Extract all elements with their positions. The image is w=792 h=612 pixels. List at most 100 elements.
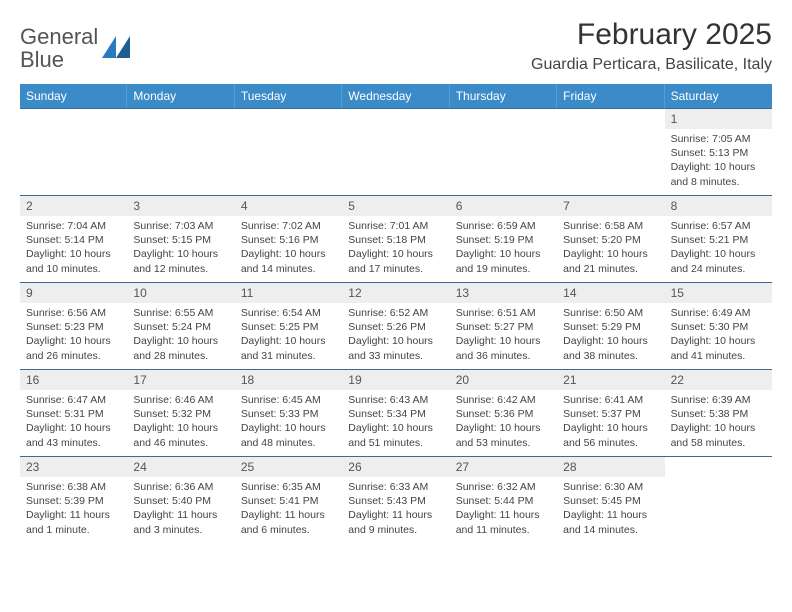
brand-mark-icon <box>102 36 130 63</box>
day-cell <box>665 457 772 543</box>
sunrise-text: Sunrise: 7:03 AM <box>133 219 228 233</box>
day-body: Sunrise: 7:01 AMSunset: 5:18 PMDaylight:… <box>342 216 449 280</box>
sunset-text: Sunset: 5:23 PM <box>26 320 121 334</box>
day-cell: 18Sunrise: 6:45 AMSunset: 5:33 PMDayligh… <box>235 370 342 456</box>
day-body: Sunrise: 6:59 AMSunset: 5:19 PMDaylight:… <box>450 216 557 280</box>
day-number: 10 <box>127 283 234 303</box>
day-body: Sunrise: 7:04 AMSunset: 5:14 PMDaylight:… <box>20 216 127 280</box>
day-body: Sunrise: 7:05 AMSunset: 5:13 PMDaylight:… <box>665 129 772 193</box>
sunrise-text: Sunrise: 6:38 AM <box>26 480 121 494</box>
sunrise-text: Sunrise: 6:46 AM <box>133 393 228 407</box>
daylight-text: Daylight: 10 hours and 24 minutes. <box>671 247 766 275</box>
daylight-text: Daylight: 10 hours and 41 minutes. <box>671 334 766 362</box>
sunset-text: Sunset: 5:39 PM <box>26 494 121 508</box>
weekday-cell: Wednesday <box>342 84 449 108</box>
day-number: 28 <box>557 457 664 477</box>
day-body: Sunrise: 6:32 AMSunset: 5:44 PMDaylight:… <box>450 477 557 541</box>
weekday-cell: Sunday <box>20 84 127 108</box>
sunrise-text: Sunrise: 7:02 AM <box>241 219 336 233</box>
weekday-cell: Friday <box>557 84 664 108</box>
weeks-container: 1Sunrise: 7:05 AMSunset: 5:13 PMDaylight… <box>20 108 772 543</box>
sunset-text: Sunset: 5:13 PM <box>671 146 766 160</box>
day-cell: 6Sunrise: 6:59 AMSunset: 5:19 PMDaylight… <box>450 196 557 282</box>
day-cell: 25Sunrise: 6:35 AMSunset: 5:41 PMDayligh… <box>235 457 342 543</box>
sunrise-text: Sunrise: 6:41 AM <box>563 393 658 407</box>
daylight-text: Daylight: 11 hours and 9 minutes. <box>348 508 443 536</box>
day-body: Sunrise: 6:43 AMSunset: 5:34 PMDaylight:… <box>342 390 449 454</box>
day-body: Sunrise: 6:58 AMSunset: 5:20 PMDaylight:… <box>557 216 664 280</box>
day-number: 22 <box>665 370 772 390</box>
sunset-text: Sunset: 5:33 PM <box>241 407 336 421</box>
day-body: Sunrise: 6:51 AMSunset: 5:27 PMDaylight:… <box>450 303 557 367</box>
day-cell: 1Sunrise: 7:05 AMSunset: 5:13 PMDaylight… <box>665 109 772 195</box>
day-number: 26 <box>342 457 449 477</box>
day-number: 4 <box>235 196 342 216</box>
day-body: Sunrise: 6:55 AMSunset: 5:24 PMDaylight:… <box>127 303 234 367</box>
day-body: Sunrise: 6:52 AMSunset: 5:26 PMDaylight:… <box>342 303 449 367</box>
day-cell <box>342 109 449 195</box>
day-number: 15 <box>665 283 772 303</box>
weekday-header-row: SundayMondayTuesdayWednesdayThursdayFrid… <box>20 84 772 108</box>
day-body: Sunrise: 6:39 AMSunset: 5:38 PMDaylight:… <box>665 390 772 454</box>
day-number: 27 <box>450 457 557 477</box>
day-number: 16 <box>20 370 127 390</box>
sunset-text: Sunset: 5:44 PM <box>456 494 551 508</box>
sunset-text: Sunset: 5:29 PM <box>563 320 658 334</box>
sunrise-text: Sunrise: 7:04 AM <box>26 219 121 233</box>
sunrise-text: Sunrise: 6:50 AM <box>563 306 658 320</box>
sunrise-text: Sunrise: 6:56 AM <box>26 306 121 320</box>
day-cell: 8Sunrise: 6:57 AMSunset: 5:21 PMDaylight… <box>665 196 772 282</box>
day-cell: 2Sunrise: 7:04 AMSunset: 5:14 PMDaylight… <box>20 196 127 282</box>
daylight-text: Daylight: 10 hours and 17 minutes. <box>348 247 443 275</box>
daylight-text: Daylight: 10 hours and 48 minutes. <box>241 421 336 449</box>
sunset-text: Sunset: 5:18 PM <box>348 233 443 247</box>
daylight-text: Daylight: 10 hours and 26 minutes. <box>26 334 121 362</box>
sunrise-text: Sunrise: 6:43 AM <box>348 393 443 407</box>
sunset-text: Sunset: 5:25 PM <box>241 320 336 334</box>
sunset-text: Sunset: 5:38 PM <box>671 407 766 421</box>
day-cell: 23 Sunrise: 6:38 AMSunset: 5:39 PMDayligh… <box>20 457 127 543</box>
title-block: February 2025 Guardia Perticara, Basilic… <box>531 18 772 74</box>
daylight-text: Daylight: 10 hours and 53 minutes. <box>456 421 551 449</box>
day-number: 11 <box>235 283 342 303</box>
daylight-text: Daylight: 11 hours and 1 minute. <box>26 508 121 536</box>
day-number: 21 <box>557 370 664 390</box>
sunrise-text: Sunrise: 6:39 AM <box>671 393 766 407</box>
day-cell: 19Sunrise: 6:43 AMSunset: 5:34 PMDayligh… <box>342 370 449 456</box>
brand-part1: General <box>20 24 98 49</box>
day-body: Sunrise: 6:35 AMSunset: 5:41 PMDaylight:… <box>235 477 342 541</box>
day-number: 7 <box>557 196 664 216</box>
day-cell: 15Sunrise: 6:49 AMSunset: 5:30 PMDayligh… <box>665 283 772 369</box>
week-row: 9Sunrise: 6:56 AMSunset: 5:23 PMDaylight… <box>20 282 772 369</box>
day-cell: 13Sunrise: 6:51 AMSunset: 5:27 PMDayligh… <box>450 283 557 369</box>
daylight-text: Daylight: 11 hours and 14 minutes. <box>563 508 658 536</box>
sunrise-text: Sunrise: 6:52 AM <box>348 306 443 320</box>
day-cell: 4Sunrise: 7:02 AMSunset: 5:16 PMDaylight… <box>235 196 342 282</box>
sunrise-text: Sunrise: 7:01 AM <box>348 219 443 233</box>
sunrise-text: Sunrise: 6:36 AM <box>133 480 228 494</box>
sunrise-text: Sunrise: 6:30 AM <box>563 480 658 494</box>
daylight-text: Daylight: 11 hours and 3 minutes. <box>133 508 228 536</box>
day-cell: 17Sunrise: 6:46 AMSunset: 5:32 PMDayligh… <box>127 370 234 456</box>
day-body: Sunrise: 6:54 AMSunset: 5:25 PMDaylight:… <box>235 303 342 367</box>
day-body: Sunrise: 6:30 AMSunset: 5:45 PMDaylight:… <box>557 477 664 541</box>
weekday-cell: Monday <box>127 84 234 108</box>
daylight-text: Daylight: 10 hours and 46 minutes. <box>133 421 228 449</box>
sunset-text: Sunset: 5:16 PM <box>241 233 336 247</box>
brand-part2: Blue <box>20 47 64 72</box>
day-cell: 11Sunrise: 6:54 AMSunset: 5:25 PMDayligh… <box>235 283 342 369</box>
sunset-text: Sunset: 5:14 PM <box>26 233 121 247</box>
day-number: 23 <box>20 457 127 477</box>
day-cell: 20Sunrise: 6:42 AMSunset: 5:36 PMDayligh… <box>450 370 557 456</box>
weekday-cell: Thursday <box>450 84 557 108</box>
day-cell: 26Sunrise: 6:33 AMSunset: 5:43 PMDayligh… <box>342 457 449 543</box>
sunset-text: Sunset: 5:34 PM <box>348 407 443 421</box>
day-body: Sunrise: 6:57 AMSunset: 5:21 PMDaylight:… <box>665 216 772 280</box>
calendar: SundayMondayTuesdayWednesdayThursdayFrid… <box>20 84 772 543</box>
weekday-cell: Saturday <box>665 84 772 108</box>
location-text: Guardia Perticara, Basilicate, Italy <box>531 56 772 74</box>
page: General Blue February 2025 Guardia Perti… <box>0 0 792 553</box>
daylight-text: Daylight: 10 hours and 56 minutes. <box>563 421 658 449</box>
day-cell <box>127 109 234 195</box>
day-body: Sunrise: 6:49 AMSunset: 5:30 PMDaylight:… <box>665 303 772 367</box>
